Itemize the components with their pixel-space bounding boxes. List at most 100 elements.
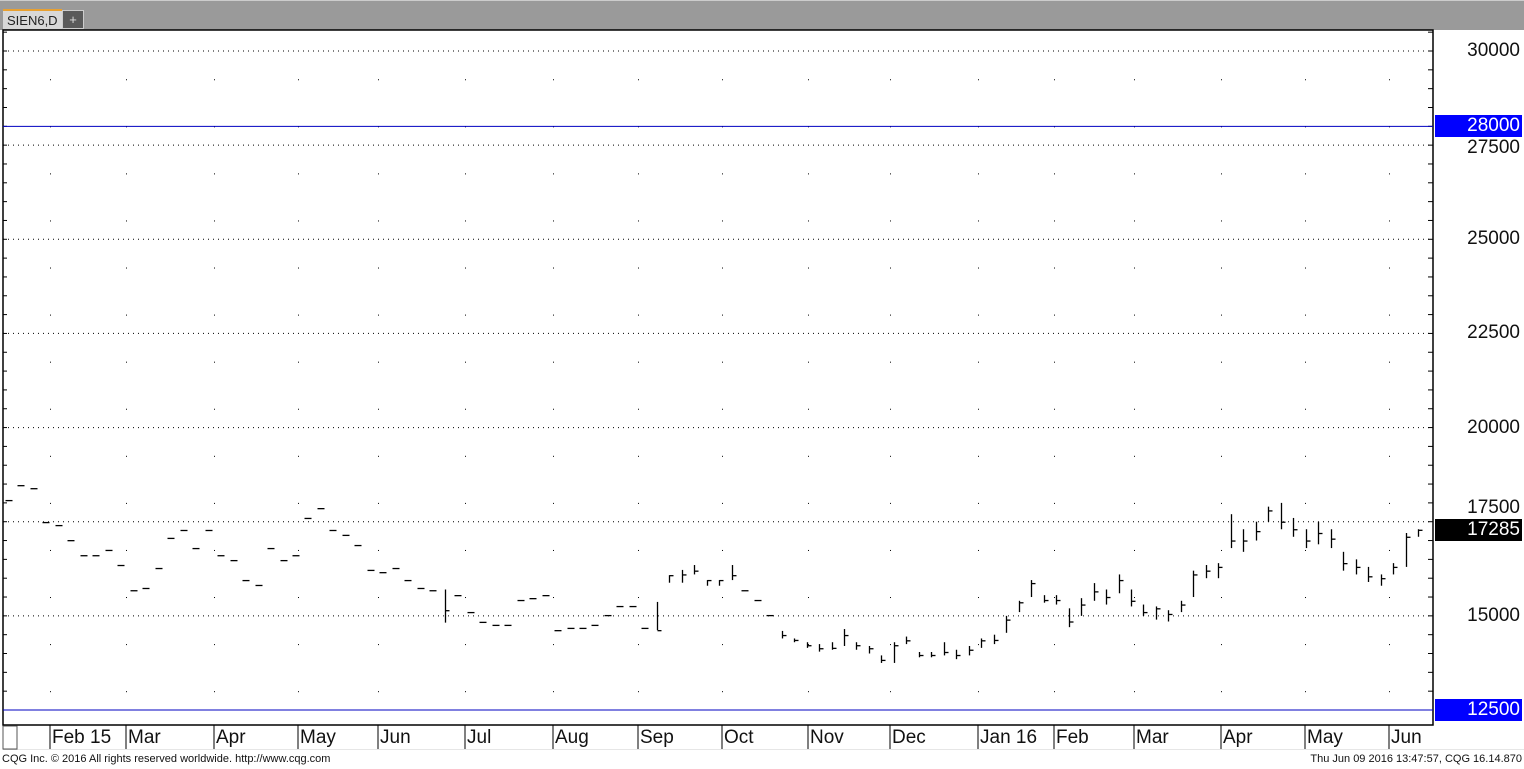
grid-dot	[890, 361, 891, 363]
grid-dot	[50, 691, 51, 693]
grid-dot	[1134, 502, 1135, 504]
grid-dot	[553, 361, 554, 363]
grid-dot	[1305, 597, 1306, 599]
price-bar	[1392, 563, 1398, 575]
x-tick-label: Nov	[810, 727, 844, 748]
grid-dot	[214, 549, 215, 551]
grid-dot	[1305, 408, 1306, 410]
grid-dot	[978, 455, 979, 457]
grid-dot	[50, 361, 51, 363]
grid-dot	[722, 691, 723, 693]
price-bar	[693, 565, 699, 575]
grid-dot	[298, 597, 299, 599]
y-tick-label: 25000	[1467, 228, 1520, 249]
grid-dot	[1389, 644, 1390, 646]
grid-dot	[1305, 79, 1306, 81]
grid-dot	[553, 597, 554, 599]
grid-dot	[890, 220, 891, 222]
grid-dot	[890, 173, 891, 175]
grid-dot	[890, 267, 891, 269]
grid-dot	[722, 644, 723, 646]
grid-dot	[722, 408, 723, 410]
grid-dot	[1054, 361, 1055, 363]
price-bar	[1305, 529, 1311, 549]
grid-dot	[378, 408, 379, 410]
grid-dot	[126, 455, 127, 457]
grid-dot	[553, 173, 554, 175]
grid-dot	[1305, 314, 1306, 316]
grid-dot	[722, 455, 723, 457]
grid-dot	[1305, 361, 1306, 363]
add-tab-button[interactable]: +	[62, 10, 84, 29]
grid-dot	[1221, 314, 1222, 316]
grid-dot	[808, 691, 809, 693]
grid-dot	[1389, 597, 1390, 599]
tab-sien6-d[interactable]: SIEN6,D	[3, 9, 62, 29]
grid-dot	[50, 408, 51, 410]
price-bar	[1005, 615, 1011, 633]
grid-dot	[1305, 173, 1306, 175]
grid-dot	[638, 644, 639, 646]
grid-dot	[1054, 502, 1055, 504]
x-tick-label: Sep	[640, 727, 674, 748]
price-bar	[793, 638, 799, 643]
grid-dot	[465, 644, 466, 646]
grid-dot	[1389, 408, 1390, 410]
grid-dot	[890, 455, 891, 457]
plot-frame	[2, 29, 1434, 726]
grid-dot	[214, 597, 215, 599]
price-bar	[1180, 600, 1186, 613]
grid-dot	[553, 408, 554, 410]
grid-dot	[1134, 691, 1135, 693]
grid-dot	[298, 549, 299, 551]
grid-dot	[1134, 173, 1135, 175]
grid-dot	[1221, 455, 1222, 457]
x-tick-label: Mar	[1136, 727, 1169, 748]
price-bar	[918, 652, 924, 658]
x-tick-label: Aug	[555, 727, 589, 748]
price-bar	[993, 634, 999, 645]
grid-dot	[890, 644, 891, 646]
grid-dot	[808, 267, 809, 269]
grid-dot	[1054, 549, 1055, 551]
grid-dot	[1134, 220, 1135, 222]
grid-dot	[1389, 79, 1390, 81]
price-bar	[731, 565, 737, 581]
grid-dot	[1389, 173, 1390, 175]
price-bar	[868, 645, 874, 654]
price-bar	[1142, 604, 1148, 616]
grid-dot	[214, 173, 215, 175]
price-bar	[1255, 521, 1261, 541]
grid-dot	[1389, 220, 1390, 222]
tab-bar: SIEN6,D +	[0, 0, 1524, 30]
grid-dot	[126, 549, 127, 551]
price-bar	[1280, 502, 1286, 530]
grid-dot	[638, 597, 639, 599]
price-bar	[1342, 551, 1348, 571]
grid-dot	[378, 220, 379, 222]
price-bar	[1018, 600, 1024, 613]
grid-dot	[1305, 502, 1306, 504]
grid-dot	[50, 597, 51, 599]
price-bar	[668, 575, 674, 583]
grid-dot	[1305, 455, 1306, 457]
grid-dot	[1134, 267, 1135, 269]
grid-dot	[553, 455, 554, 457]
grid-dot	[890, 314, 891, 316]
grid-dot	[298, 502, 299, 504]
price-chart[interactable]	[0, 0, 1524, 750]
price-bar	[1155, 606, 1161, 620]
grid-dot	[978, 361, 979, 363]
x-tick-label: Oct	[724, 727, 754, 748]
grid-dot	[1134, 361, 1135, 363]
grid-dot	[126, 173, 127, 175]
price-bar	[1217, 563, 1223, 579]
price-bar	[1043, 595, 1049, 603]
grid-dot	[214, 502, 215, 504]
grid-dot	[1054, 691, 1055, 693]
grid-dot	[465, 267, 466, 269]
x-tick-label: Jun	[380, 727, 411, 748]
grid-dot	[298, 79, 299, 81]
copyright-text: CQG Inc. © 2016 All rights reserved worl…	[2, 753, 331, 765]
grid-dot	[722, 597, 723, 599]
